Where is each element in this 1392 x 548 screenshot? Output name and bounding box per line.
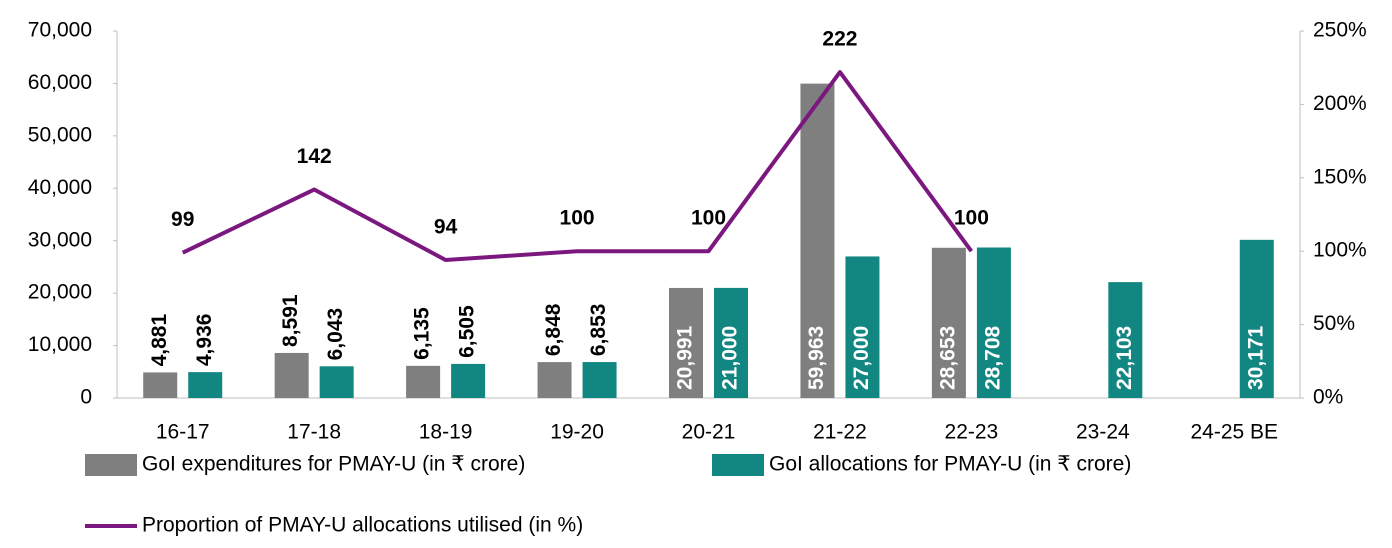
- bar: [188, 372, 223, 398]
- y2-tick-label: 100%: [1313, 239, 1367, 262]
- legend-label: Proportion of PMAY-U allocations utilise…: [142, 514, 583, 537]
- bar: [669, 287, 703, 398]
- x-tick-label: 19-20: [550, 421, 604, 444]
- bar: [274, 352, 309, 398]
- legend-label: GoI allocations for PMAY-U (in ₹ crore): [769, 453, 1131, 476]
- y-tick-label: 70,000: [28, 19, 92, 42]
- data-label: 6,505: [456, 305, 479, 358]
- bar: [451, 363, 486, 398]
- bar: [800, 83, 835, 398]
- y2-tick-label: 250%: [1313, 19, 1367, 42]
- y2-tick-label: 0%: [1313, 386, 1343, 409]
- data-label: 4,936: [193, 314, 216, 367]
- bar: [1108, 282, 1143, 398]
- bar: [537, 362, 572, 398]
- bar: [714, 287, 748, 398]
- x-tick-label: 17-18: [287, 421, 341, 444]
- y-tick-label: 40,000: [28, 176, 92, 199]
- x-tick-label: 22-23: [945, 421, 999, 444]
- data-label: 94: [434, 216, 458, 239]
- line: [181, 70, 974, 263]
- x-tick-label: 24-25 BE: [1190, 421, 1278, 444]
- x-tick-label: 23-24: [1076, 421, 1130, 444]
- legend-swatch: [85, 454, 137, 476]
- legend-swatch: [712, 454, 764, 476]
- x-tick-label: 16-17: [156, 421, 210, 444]
- y-tick-label: 30,000: [28, 228, 92, 251]
- data-label: 99: [171, 208, 194, 231]
- data-label: 20,991: [674, 325, 697, 390]
- bar: [931, 247, 966, 398]
- data-label: 100: [691, 207, 726, 230]
- data-label: 4,881: [148, 314, 171, 367]
- data-label: 6,853: [587, 304, 610, 357]
- bar: [582, 362, 617, 398]
- bar: [845, 256, 880, 398]
- x-tick-label: 20-21: [682, 421, 736, 444]
- data-label: 8,591: [279, 294, 302, 347]
- y-tick-label: 20,000: [28, 281, 92, 304]
- y2-tick-label: 200%: [1313, 92, 1367, 115]
- data-label: 6,135: [411, 307, 434, 360]
- data-label: 6,848: [542, 303, 565, 356]
- x-tick-label: 21-22: [813, 421, 867, 444]
- data-label: 100: [560, 207, 595, 230]
- bar: [1239, 239, 1274, 398]
- legend-label: GoI expenditures for PMAY-U (in ₹ crore): [142, 453, 525, 476]
- bar: [406, 365, 441, 398]
- y2-tick-label: 150%: [1313, 165, 1367, 188]
- y-tick-label: 60,000: [28, 71, 92, 94]
- data-label: 59,963: [805, 326, 828, 390]
- data-label: 28,653: [936, 326, 959, 390]
- data-label: 21,000: [719, 326, 742, 390]
- y-tick-label: 10,000: [28, 333, 92, 356]
- bar: [976, 247, 1011, 398]
- data-label: 142: [297, 145, 332, 168]
- x-tick-label: 18-19: [419, 421, 473, 444]
- data-label: 28,708: [981, 325, 1004, 390]
- y-tick-label: 0: [80, 386, 92, 409]
- data-label: 22,103: [1113, 326, 1136, 390]
- data-label: 222: [822, 28, 857, 51]
- data-label: 100: [954, 207, 989, 230]
- y-tick-label: 50,000: [28, 123, 92, 146]
- bar: [143, 372, 178, 398]
- y2-tick-label: 50%: [1313, 312, 1355, 335]
- data-label: 27,000: [850, 326, 873, 390]
- data-label: 30,171: [1244, 325, 1267, 390]
- bar: [319, 366, 354, 398]
- data-label: 6,043: [324, 308, 347, 361]
